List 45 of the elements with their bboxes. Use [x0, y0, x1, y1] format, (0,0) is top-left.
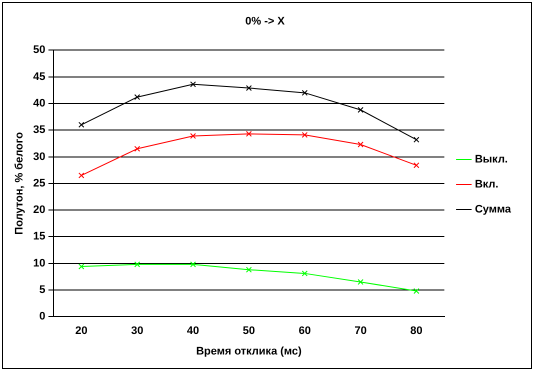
point — [302, 270, 308, 276]
point — [190, 81, 196, 88]
point — [78, 264, 84, 270]
y-tick-label: 25 — [33, 177, 46, 190]
point — [78, 172, 84, 178]
x-tick-label: 40 — [186, 325, 200, 338]
x-tick-label: 60 — [298, 325, 311, 338]
point — [246, 266, 252, 273]
point — [358, 278, 364, 285]
point — [302, 90, 308, 96]
point — [134, 261, 140, 268]
point — [246, 85, 252, 92]
point — [190, 261, 196, 268]
legend-label: Сумма — [474, 204, 512, 216]
y-tick-label: 0 — [39, 310, 46, 323]
y-tick-label: 10 — [33, 257, 46, 270]
y-tick-label: 35 — [33, 124, 46, 136]
point — [358, 142, 364, 148]
x-tick-label: 80 — [410, 325, 423, 338]
point — [190, 133, 196, 139]
point — [413, 288, 420, 294]
point — [302, 132, 308, 138]
x-tick-label: 20 — [75, 325, 88, 338]
point — [413, 162, 420, 168]
y-axis-title: Полутон, % белого — [14, 132, 26, 235]
point — [413, 136, 420, 143]
x-tick-label: 70 — [354, 325, 367, 338]
point — [358, 106, 364, 113]
x-tick-label: 30 — [131, 325, 144, 338]
y-tick-label: 5 — [39, 284, 46, 296]
x-axis-title: Время отклика (мс) — [196, 345, 302, 358]
x-tick-label: 50 — [242, 325, 256, 338]
y-tick-label: 50 — [33, 44, 46, 56]
y-tick-label: 40 — [33, 98, 46, 110]
y-tick-label: 45 — [33, 70, 46, 83]
point — [246, 130, 252, 137]
point — [134, 146, 140, 152]
y-tick-label: 20 — [33, 204, 46, 216]
y-tick-label: 15 — [33, 230, 46, 243]
legend-label: Вкл. — [474, 178, 498, 191]
legend-label: Выкл. — [474, 154, 508, 166]
chart-title: 0% -> X — [245, 16, 286, 28]
point — [134, 94, 140, 100]
y-tick-label: 30 — [33, 150, 46, 163]
point — [78, 122, 84, 128]
